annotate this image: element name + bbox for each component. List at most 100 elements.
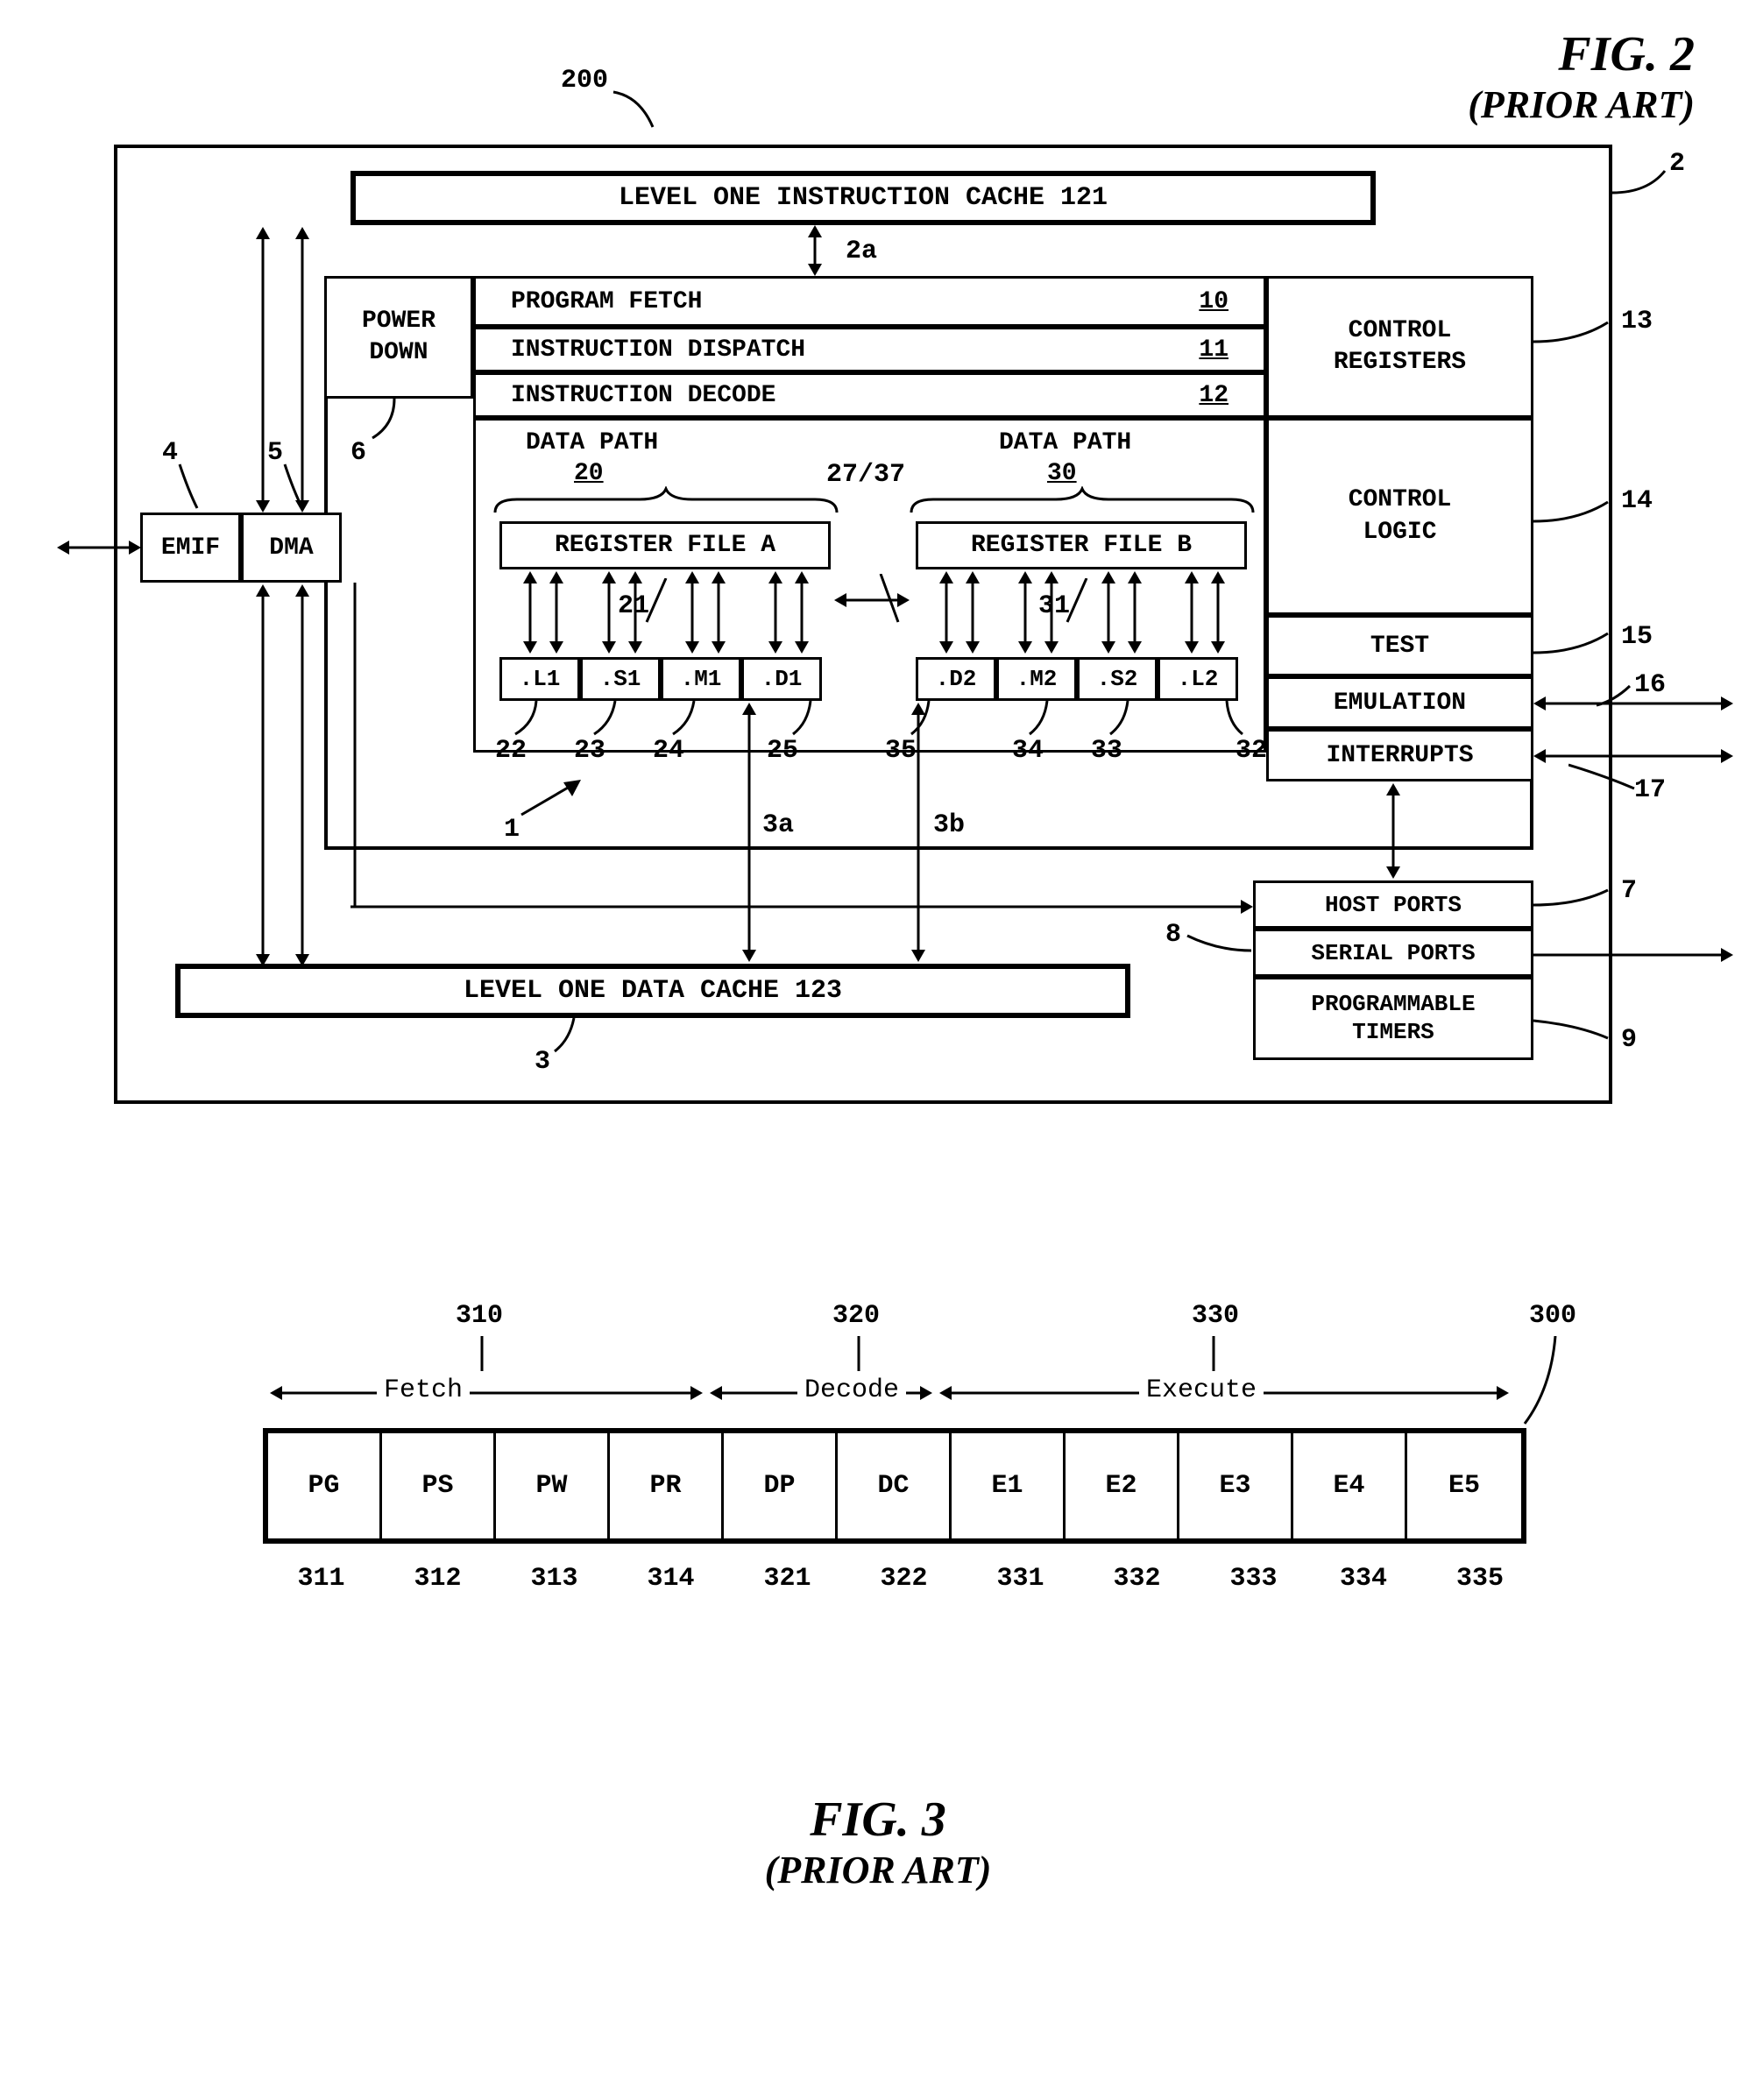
prog-fetch-n: 10 (1199, 288, 1228, 315)
stage-e5: E5 (1407, 1433, 1521, 1538)
n2: 2 (1669, 149, 1685, 179)
fig2-title: FIG. 2 (26, 26, 1695, 82)
arrow-2a (789, 225, 841, 278)
arrow-dma-l1i (237, 225, 333, 514)
leader-1 (513, 775, 591, 828)
emif: EMIF (140, 513, 241, 583)
b332: 332 (1079, 1564, 1195, 1594)
arrow-emif-ext (57, 530, 145, 565)
reg-file-b: REGISTER FILE B (916, 521, 1247, 569)
dp-a-label: DATA PATH (526, 429, 658, 456)
b322: 322 (846, 1564, 962, 1594)
unit-d2: .D2 (916, 657, 996, 701)
arrow-dma-l1d (237, 583, 333, 968)
n15: 15 (1621, 622, 1653, 652)
dp-b-n: 30 (1047, 460, 1077, 487)
n3: 3 (535, 1047, 550, 1077)
emulation: EMULATION (1266, 676, 1533, 729)
l1i-cache: LEVEL ONE INSTRUCTION CACHE 121 (350, 171, 1376, 225)
test: TEST (1266, 615, 1533, 676)
fig3-title: FIG. 3 (26, 1792, 1730, 1848)
leader-21 (640, 578, 683, 631)
fig3-caption: FIG. 3 (PRIOR ART) (26, 1792, 1730, 1892)
cross-arrow (832, 574, 911, 626)
n22: 22 (495, 736, 527, 766)
leader-3 (548, 1018, 600, 1062)
stage-e4: E4 (1293, 1433, 1407, 1538)
fig2-subtitle: (PRIOR ART) (26, 82, 1695, 127)
dma: DMA (241, 513, 342, 583)
b331: 331 (962, 1564, 1079, 1594)
idecode-label: INSTRUCTION DECODE (511, 382, 775, 409)
dp-b-label: DATA PATH (999, 429, 1131, 456)
unit-m1: .M1 (661, 657, 741, 701)
ctrl-registers: CONTROL REGISTERS (1266, 276, 1533, 418)
inst-dispatch: INSTRUCTION DISPATCH 11 (473, 327, 1266, 372)
n330: 330 (1192, 1301, 1239, 1331)
b311: 311 (263, 1564, 379, 1594)
stage-e1: E1 (952, 1433, 1066, 1538)
decode-label: Decode (797, 1375, 906, 1405)
arrow-host-bus (350, 889, 1253, 924)
unit-d1: .D1 (741, 657, 822, 701)
fetch-label: Fetch (377, 1375, 470, 1405)
stage-dc: DC (838, 1433, 952, 1538)
leader-200 (605, 79, 683, 140)
b321: 321 (729, 1564, 846, 1594)
b312: 312 (379, 1564, 496, 1594)
n33: 33 (1091, 736, 1122, 766)
n24: 24 (653, 736, 684, 766)
label-200: 200 (561, 66, 608, 95)
n9: 9 (1621, 1025, 1637, 1055)
b314: 314 (612, 1564, 729, 1594)
stage-e2: E2 (1066, 1433, 1179, 1538)
idispatch-label: INSTRUCTION DISPATCH (511, 336, 805, 364)
n13: 13 (1621, 307, 1653, 336)
n8: 8 (1165, 920, 1181, 950)
pipeline-row: PG PS PW PR DP DC E1 E2 E3 E4 E5 (263, 1428, 1526, 1544)
n2a: 2a (846, 237, 877, 266)
unit-l2: .L2 (1158, 657, 1238, 701)
prog-fetch-label: PROGRAM FETCH (511, 288, 702, 315)
leader-31 (1060, 578, 1104, 631)
leader-300 (1520, 1336, 1590, 1432)
fig3-diagram: 310 320 330 300 Fetch Decode Execute PG … (26, 1301, 1726, 1757)
inst-decode: INSTRUCTION DECODE 12 (473, 372, 1266, 418)
dp-a-n: 20 (574, 460, 604, 487)
n1: 1 (504, 815, 520, 845)
serial-ports: SERIAL PORTS (1253, 929, 1533, 977)
n6: 6 (350, 438, 366, 468)
line-dma-bus (337, 583, 372, 916)
unit-l1: .L1 (499, 657, 580, 701)
stage-pg: PG (268, 1433, 382, 1538)
brace-b (907, 486, 1257, 521)
n310: 310 (456, 1301, 503, 1331)
leader-4 (166, 460, 219, 513)
n27-37: 27/37 (826, 460, 905, 490)
n4: 4 (162, 438, 178, 468)
execute-label: Execute (1139, 1375, 1264, 1405)
bottom-numbers: 311 312 313 314 321 322 331 332 333 334 … (263, 1564, 1545, 1594)
b333: 333 (1195, 1564, 1312, 1594)
n320: 320 (832, 1301, 880, 1331)
n17: 17 (1634, 775, 1666, 805)
n23: 23 (574, 736, 605, 766)
n7: 7 (1621, 876, 1637, 906)
n3a: 3a (762, 810, 794, 840)
b334: 334 (1312, 1564, 1415, 1594)
n34: 34 (1012, 736, 1044, 766)
n14: 14 (1621, 486, 1653, 516)
prog-fetch: PROGRAM FETCH 10 (473, 276, 1266, 327)
n16: 16 (1634, 670, 1666, 700)
prog-timers: PROGRAMMABLE TIMERS (1253, 977, 1533, 1060)
stage-pw: PW (496, 1433, 610, 1538)
idecode-n: 12 (1199, 382, 1228, 409)
leader-2 (1612, 162, 1700, 215)
stage-ps: PS (382, 1433, 496, 1538)
arrow-ctrl-ports (1367, 781, 1420, 882)
b335: 335 (1415, 1564, 1545, 1594)
ctrl-logic: CONTROL LOGIC (1266, 418, 1533, 615)
n32: 32 (1236, 736, 1267, 766)
unit-s1: .S1 (580, 657, 661, 701)
arrow-serial-ext (1533, 937, 1735, 972)
